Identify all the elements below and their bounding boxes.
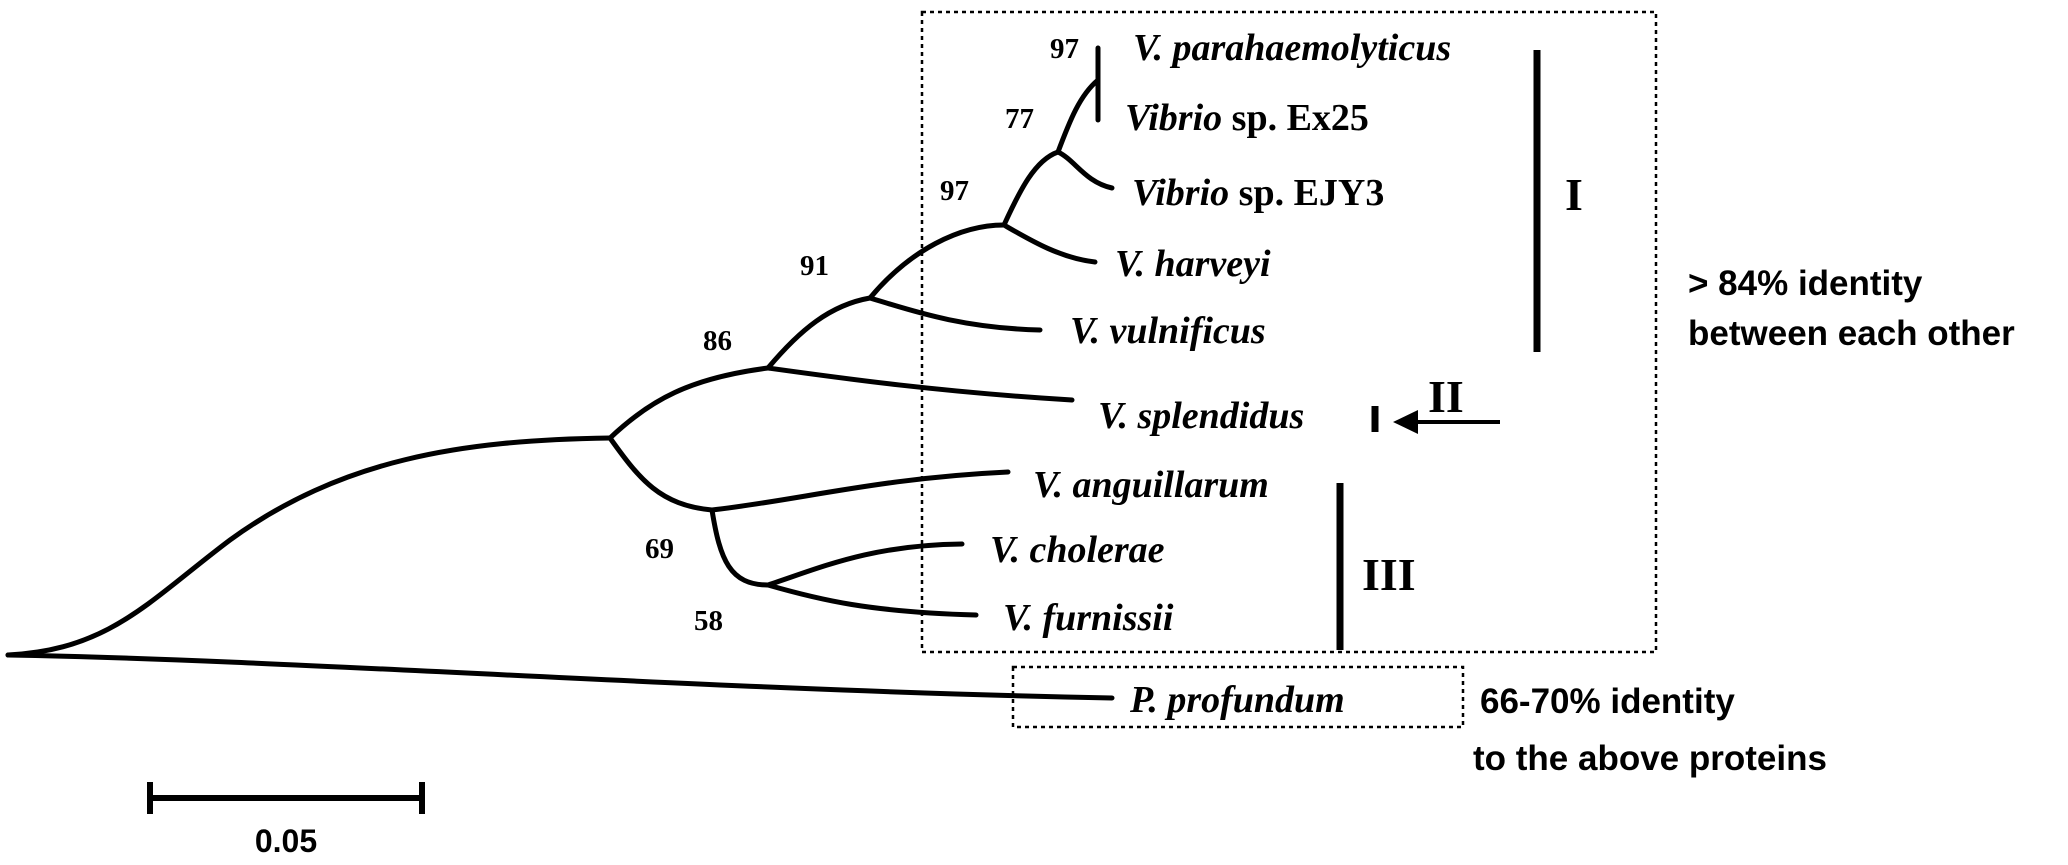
branch-group3 xyxy=(607,435,715,513)
branch-to-node-91 xyxy=(765,295,873,371)
taxon-label-v-anguillarum: V. anguillarum xyxy=(1033,464,1269,506)
bootstrap-value: 97 xyxy=(940,175,969,207)
outgroup-box xyxy=(1011,665,1465,729)
bootstrap-value: 69 xyxy=(645,533,674,565)
vibrio-identity-note-line1: > 84% identity xyxy=(1688,264,1923,303)
branch-to-node-para xyxy=(1055,77,1101,155)
taxon-label-v-furnissii: V. furnissii xyxy=(1003,597,1174,639)
branch-vulnificus xyxy=(867,295,1043,333)
taxon-label-v-cholerae: V. cholerae xyxy=(990,529,1165,571)
bootstrap-value: 97 xyxy=(1050,33,1079,65)
branch-cholerae xyxy=(765,541,965,588)
vibrio-group-box xyxy=(920,10,1658,654)
branch-splendidus xyxy=(765,365,1075,403)
branch-to-node-97 xyxy=(867,222,1007,301)
branch-ejy3 xyxy=(1055,149,1115,191)
taxon-label-v-harveyi: V. harveyi xyxy=(1115,243,1271,285)
bootstrap-value: 77 xyxy=(1005,103,1034,135)
branch-harveyi xyxy=(1001,222,1098,265)
root-branch xyxy=(5,435,613,658)
branch-upper-clade xyxy=(607,365,771,441)
taxon-label-v-vulnificus: V. vulnificus xyxy=(1070,310,1266,352)
group-i-label: I xyxy=(1565,169,1583,220)
scale-bar-label: 0.05 xyxy=(255,823,317,859)
scale-bar: 0.05 xyxy=(147,782,425,859)
taxon-label-v-splendidus: V. splendidus xyxy=(1098,395,1304,437)
branch-to-node-58 xyxy=(709,507,771,588)
bootstrap-value: 86 xyxy=(703,325,732,357)
outgroup-branch xyxy=(5,652,1115,701)
tree-branches xyxy=(5,45,1115,701)
vibrio-identity-note-line2: between each other xyxy=(1688,314,2015,353)
group-iii-label: III xyxy=(1362,549,1416,600)
bootstrap-value: 58 xyxy=(694,605,723,637)
taxon-label-vibrio-sp-ex25: Vibrio sp. Ex25 xyxy=(1125,97,1369,139)
outgroup-identity-note-line2: to the above proteins xyxy=(1473,739,1827,778)
taxon-label-v-parahaemolyticus: V. parahaemolyticus xyxy=(1133,27,1451,69)
branch-to-node-77 xyxy=(1001,149,1061,228)
group-ii-label: II xyxy=(1428,371,1464,422)
outgroup-identity-note-line1: 66-70% identity xyxy=(1480,682,1735,721)
branch-furnissii xyxy=(765,582,979,618)
arrowhead-icon xyxy=(1393,410,1418,434)
taxon-label-vibrio-sp-ejy3: Vibrio sp. EJY3 xyxy=(1132,172,1384,214)
bootstrap-value: 91 xyxy=(800,250,829,282)
taxon-label-p-profundum: P. profundum xyxy=(1129,679,1345,721)
branch-anguillarum xyxy=(709,469,1011,513)
